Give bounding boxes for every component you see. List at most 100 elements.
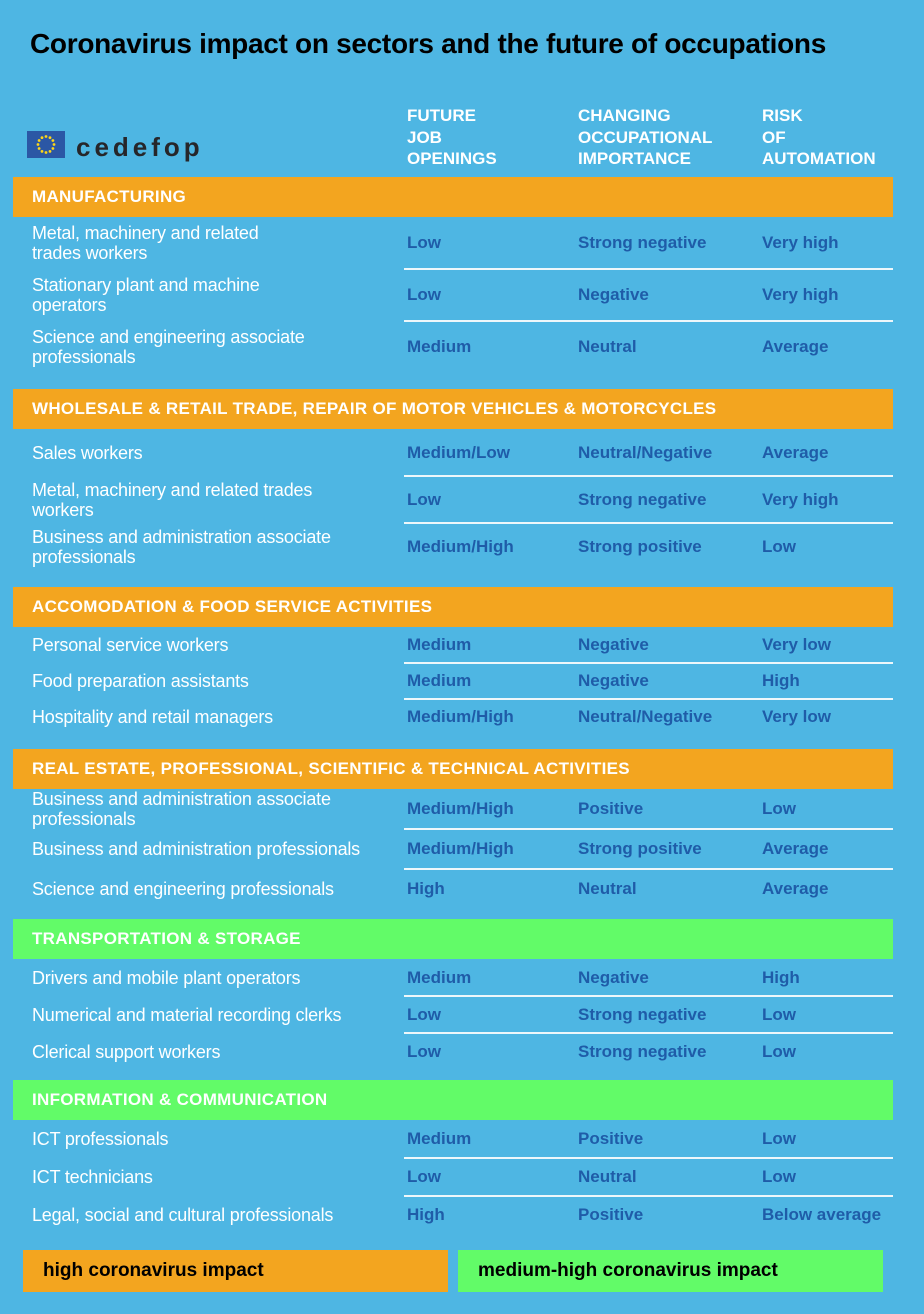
future-job-openings-value: Low [407,489,441,509]
table-header: cedefop FUTURE JOB OPENINGS CHANGING OCC… [13,72,893,177]
risk-of-automation-value: Low [762,1041,796,1061]
future-job-openings-value: Medium/Low [407,442,510,462]
sector-rows: Drivers and mobile plant operators Mediu… [13,959,893,1080]
changing-occupational-importance-value: Neutral/Negative [578,707,713,727]
risk-of-automation-value: Very high [762,285,839,305]
risk-of-automation-value: Average [762,839,829,859]
occupation-row: Business and administration professional… [13,829,893,871]
sector-header-bar: REAL ESTATE, PROFESSIONAL, SCIENTIFIC & … [13,749,893,790]
sector-section: WHOLESALE & RETAIL TRADE, REPAIR OF MOTO… [13,389,893,587]
future-job-openings-value: Medium [407,967,472,987]
future-job-openings-value: Low [407,1167,441,1187]
future-job-openings-value: Medium/High [407,536,514,556]
future-job-openings-value: Medium/High [407,799,514,819]
changing-occupational-importance-value: Neutral [578,1167,637,1187]
sector-rows: Personal service workers Medium Negative… [13,627,893,749]
risk-of-automation-value: Very high [762,489,839,509]
future-job-openings-value: Medium [407,671,472,691]
occupation-label: ICT technicians [32,1167,153,1188]
sector-section: MANUFACTURING Metal, machinery and relat… [13,177,893,389]
risk-of-automation-value: Average [762,337,829,357]
sector-header-bar: TRANSPORTATION & STORAGE [13,919,893,960]
risk-of-automation-value: Average [762,879,829,899]
occupation-label: Clerical support workers [32,1041,221,1062]
legend-medium-high-impact: medium-high coronavirus impact [458,1250,883,1293]
changing-occupational-importance-value: Negative [578,285,649,305]
occupation-label: Metal, machinery and related trades work… [32,479,313,520]
sector-rows: Business and administration associate pr… [13,789,893,919]
occupation-label: Food preparation assistants [32,671,249,692]
eu-flag-icon [27,131,65,163]
sector-rows: Sales workers Medium/Low Neutral/Negativ… [13,429,893,587]
risk-of-automation-value: Low [762,1167,796,1187]
sector-header-bar: INFORMATION & COMMUNICATION [13,1080,893,1121]
changing-occupational-importance-value: Negative [578,967,649,987]
occupation-row: Personal service workers Medium Negative… [13,627,893,665]
sections-container: MANUFACTURING Metal, machinery and relat… [0,177,924,1250]
future-job-openings-value: Low [407,285,441,305]
occupation-row: Science and engineering professionals Hi… [13,869,893,909]
changing-occupational-importance-value: Strong negative [578,1004,707,1024]
legend-high-impact: high coronavirus impact [23,1250,448,1293]
occupation-label: Numerical and material recording clerks [32,1004,342,1025]
occupation-row: ICT technicians Low Neutral Low [13,1158,893,1198]
changing-occupational-importance-value: Negative [578,635,649,655]
sector-rows: ICT professionals Medium Positive Low IC… [13,1120,893,1250]
sector-section: REAL ESTATE, PROFESSIONAL, SCIENTIFIC & … [13,749,893,919]
occupation-label: Business and administration associate pr… [32,789,331,830]
changing-occupational-importance-value: Negative [578,671,649,691]
occupation-row: Business and administration associate pr… [13,789,893,831]
column-header-changing-occupational-importance: CHANGING OCCUPATIONAL IMPORTANCE [578,106,713,168]
occupation-label: Science and engineering professionals [32,879,334,900]
future-job-openings-value: Medium [407,1129,472,1149]
sector-section: INFORMATION & COMMUNICATION ICT professi… [13,1080,893,1250]
changing-occupational-importance-value: Strong positive [578,536,702,556]
changing-occupational-importance-value: Strong negative [578,233,707,253]
risk-of-automation-value: Low [762,1129,796,1149]
cedefop-logo: cedefop [13,131,407,177]
legend: high coronavirus impact medium-high coro… [0,1250,924,1293]
occupation-label: Business and administration professional… [32,839,360,860]
occupation-row: Hospitality and retail managers Medium/H… [13,699,893,735]
future-job-openings-value: Low [407,1041,441,1061]
page-title: Coronavirus impact on sectors and the fu… [30,28,826,59]
changing-occupational-importance-value: Positive [578,1129,644,1149]
future-job-openings-value: Medium/High [407,707,514,727]
occupation-label: Business and administration associate pr… [32,526,331,567]
future-job-openings-value: Medium [407,635,472,655]
changing-occupational-importance-value: Strong negative [578,489,707,509]
sector-section: TRANSPORTATION & STORAGE Drivers and mob… [13,919,893,1080]
sector-rows: Metal, machinery and related trades work… [13,217,893,389]
sector-header-bar: ACCOMODATION & FOOD SERVICE ACTIVITIES [13,587,893,628]
changing-occupational-importance-value: Positive [578,1205,644,1225]
occupation-row: Metal, machinery and related trades work… [13,217,893,271]
risk-of-automation-value: Average [762,442,829,462]
future-job-openings-value: Medium/High [407,839,514,859]
occupation-row: Food preparation assistants Medium Negat… [13,663,893,701]
risk-of-automation-value: High [762,967,800,987]
sector-section: ACCOMODATION & FOOD SERVICE ACTIVITIES P… [13,587,893,749]
cedefop-wordmark: cedefop [76,131,204,162]
risk-of-automation-value: Very low [762,707,831,727]
future-job-openings-value: Low [407,233,441,253]
risk-of-automation-value: High [762,671,800,691]
changing-occupational-importance-value: Neutral [578,879,637,899]
future-job-openings-value: High [407,879,445,899]
future-job-openings-value: Low [407,1004,441,1024]
column-header-future-job-openings: FUTURE JOB OPENINGS [407,106,497,168]
occupation-row: Science and engineering associate profes… [13,321,893,373]
future-job-openings-value: Medium [407,337,472,357]
risk-of-automation-value: Low [762,799,796,819]
occupation-label: Drivers and mobile plant operators [32,967,301,988]
future-job-openings-value: High [407,1205,445,1225]
occupation-label: Legal, social and cultural professionals [32,1205,334,1226]
occupation-row: Numerical and material recording clerks … [13,996,893,1035]
changing-occupational-importance-value: Strong positive [578,839,702,859]
sector-header-bar: MANUFACTURING [13,177,893,218]
risk-of-automation-value: Low [762,1004,796,1024]
occupation-label: Stationary plant and machine operators [32,275,260,316]
occupation-label: ICT professionals [32,1129,169,1150]
sector-header-bar: WHOLESALE & RETAIL TRADE, REPAIR OF MOTO… [13,389,893,430]
occupation-row: Drivers and mobile plant operators Mediu… [13,959,893,998]
